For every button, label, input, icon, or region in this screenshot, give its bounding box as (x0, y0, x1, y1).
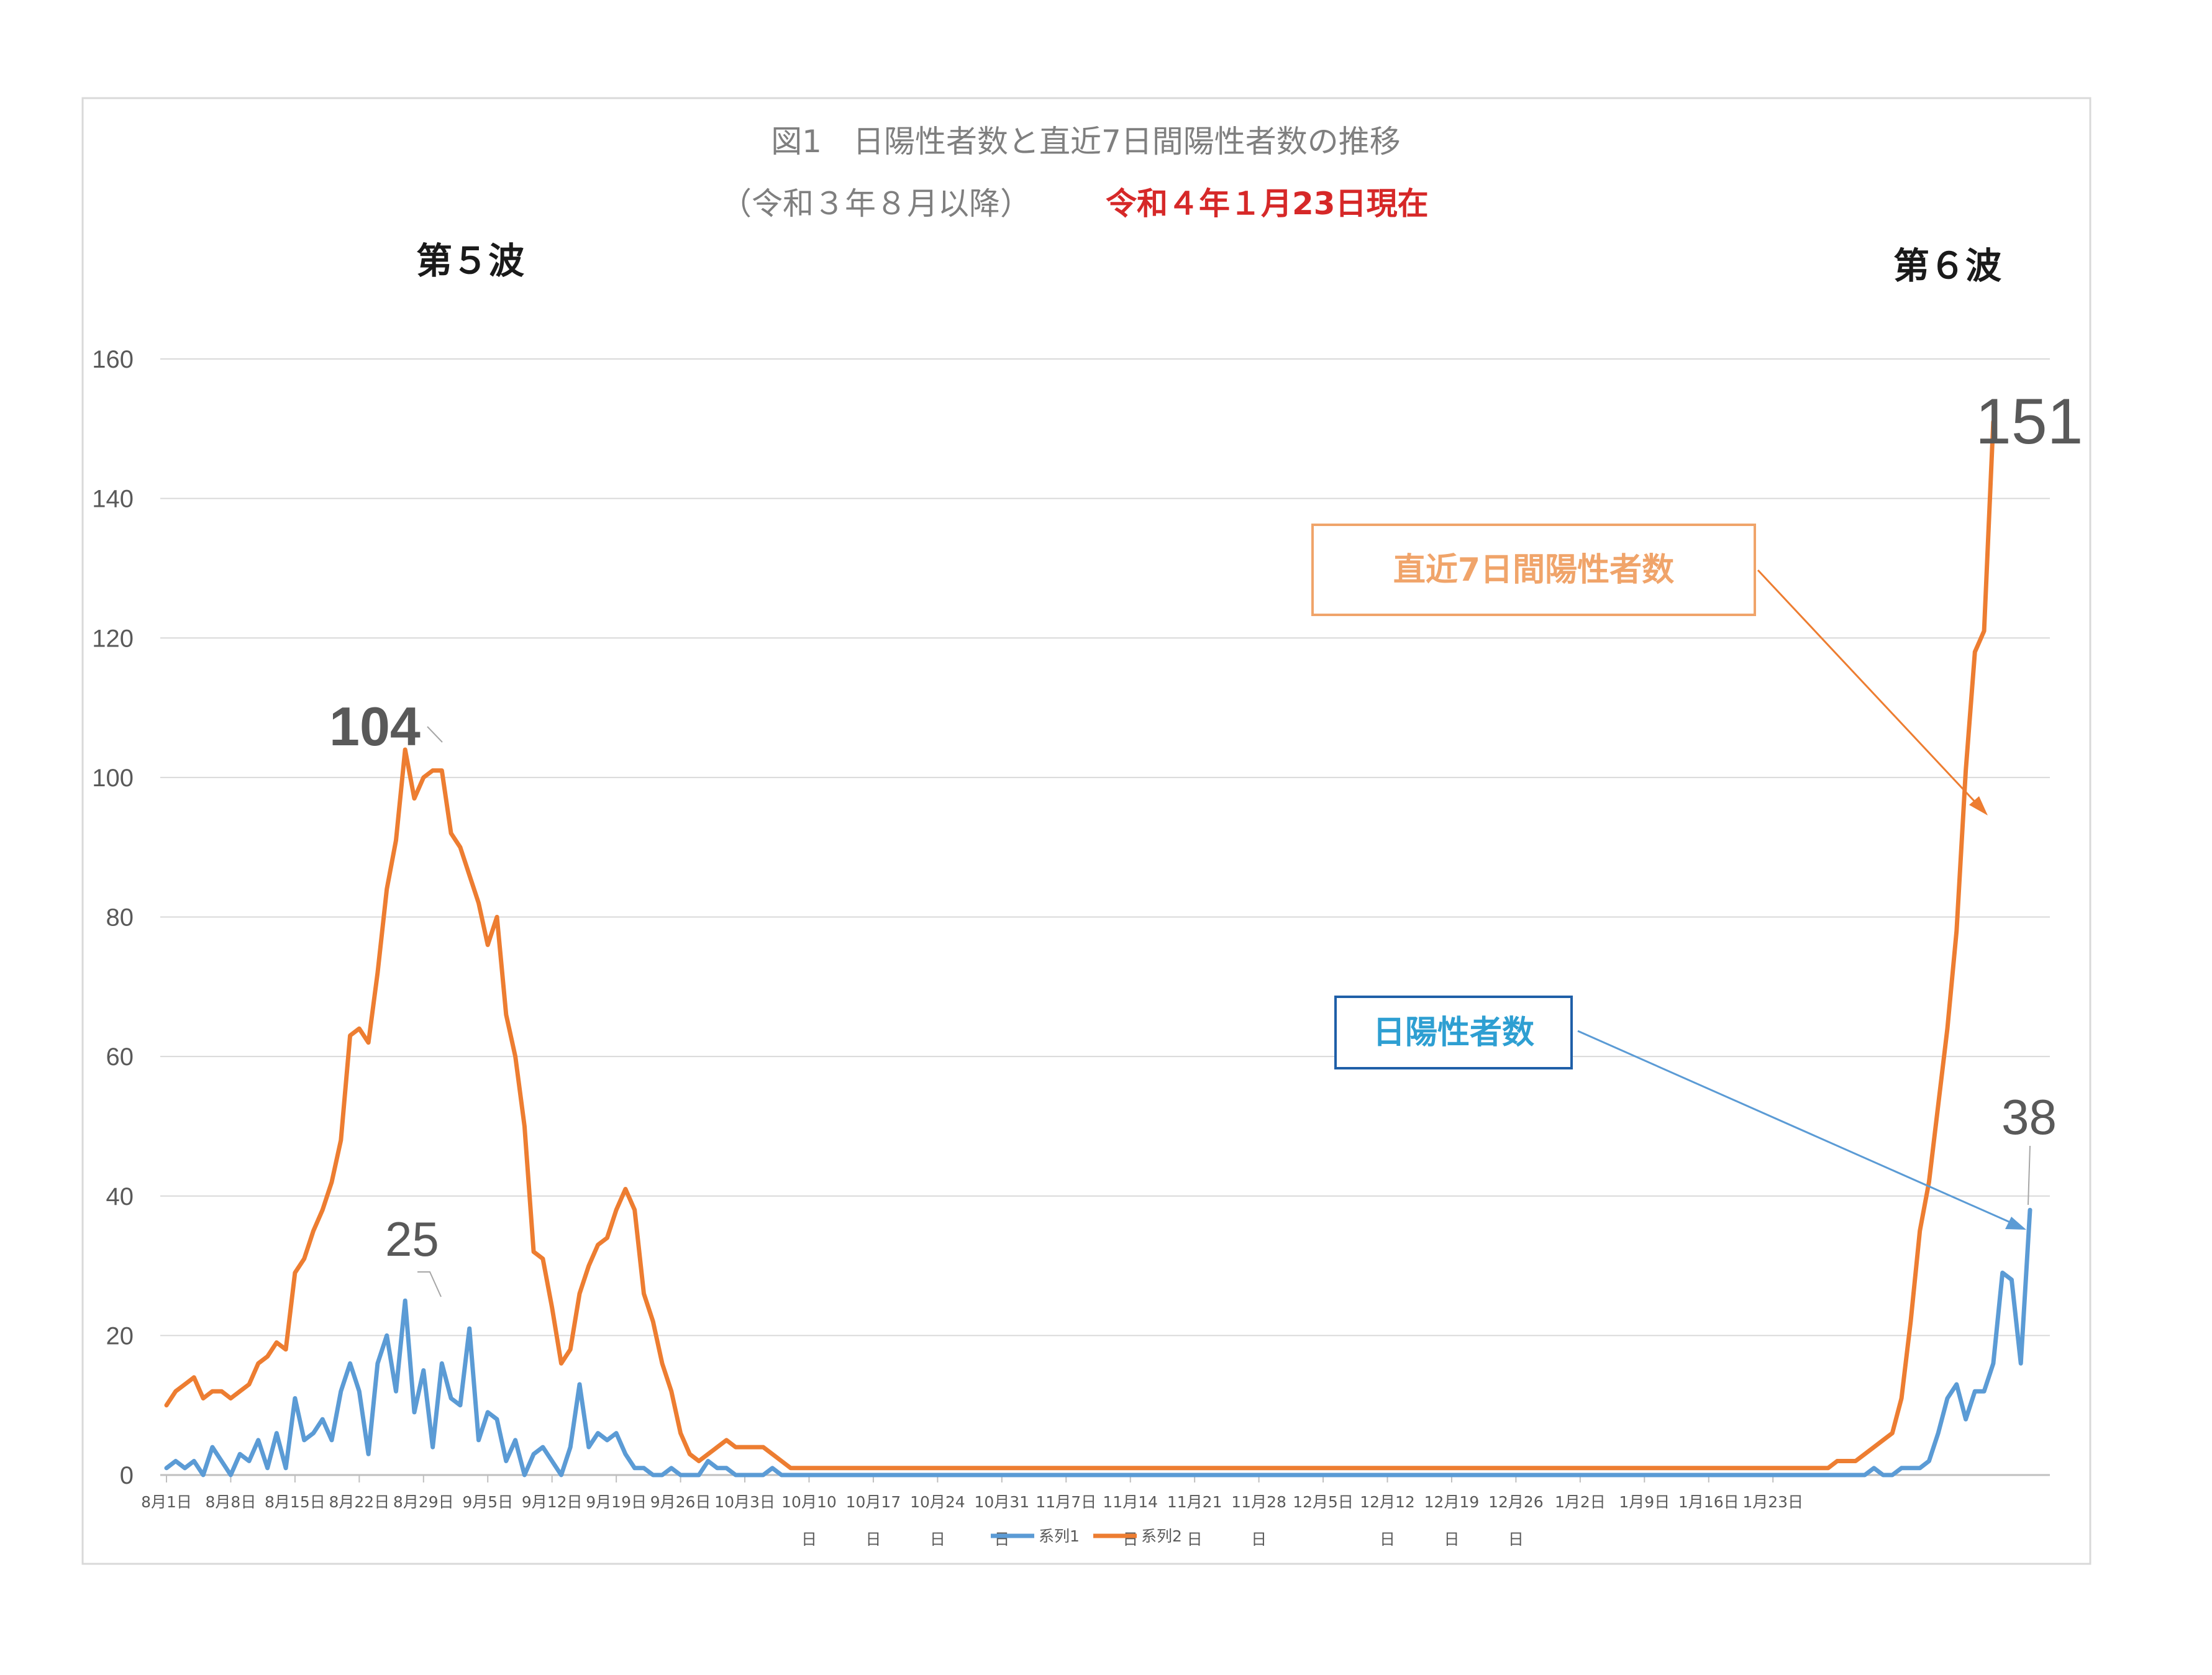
x-tick-label: 1月16日 (1678, 1493, 1739, 1511)
legend-label-2: 系列2 (1141, 1527, 1182, 1545)
chart-title-line1: 図1 日陽性者数と直近7日間陽性者数の推移 (771, 124, 1401, 160)
legend-label-1: 系列1 (1039, 1527, 1080, 1545)
x-tick-label: 9月19日 (586, 1493, 647, 1511)
x-axis-ticks: 8月1日 8月8日 8月15日 8月22日 8月29日 9月5日 9月12日 9月19日 9月2… (141, 1475, 1803, 1548)
callout-box-blue (1334, 996, 1573, 1069)
callout-arrowhead-blue (2005, 1217, 2026, 1230)
x-tick-label-line2: 日 (865, 1530, 881, 1548)
x-tick-label-line2: 日 (1444, 1530, 1459, 1548)
wave-label-5: 第５波 (416, 240, 524, 282)
callout-text-blue: 日陽性者数 (1373, 1014, 1534, 1051)
annotation-last-blue: 38 (2001, 1089, 2057, 1145)
annotation-peak-blue-leader (417, 1271, 442, 1297)
wave-label-6: 第６波 (1893, 245, 2001, 287)
x-tick-label: 8月22日 (329, 1493, 389, 1511)
x-tick-label-line2: 日 (1251, 1530, 1267, 1548)
x-tick-label: 11月21 (1167, 1493, 1222, 1511)
x-tick-label: 10月31 (975, 1493, 1030, 1511)
series-line-1 (164, 1207, 2032, 1478)
y-tick-label: 0 (120, 1462, 134, 1489)
callout-text-orange: 直近7日間陽性者数 (1393, 552, 1674, 589)
x-tick-label-line2: 日 (801, 1530, 817, 1548)
x-tick-label-line2: 日 (930, 1530, 945, 1548)
callout-arrow-orange (1757, 569, 1980, 807)
annotation-peak-blue: 25 (385, 1212, 439, 1266)
x-tick-label: 10月10 (781, 1493, 837, 1511)
x-tick-label: 9月26日 (650, 1493, 711, 1511)
y-tick-label: 80 (106, 904, 134, 932)
x-tick-label-line2: 日 (1508, 1530, 1524, 1548)
x-tick-label: 9月12日 (522, 1493, 583, 1511)
x-tick-label: 12月26 (1488, 1493, 1544, 1511)
callout-arrow-blue (1577, 1030, 2016, 1226)
x-tick-label: 8月8日 (206, 1493, 257, 1511)
x-tick-label-line2: 日 (1122, 1530, 1138, 1548)
y-tick-label: 60 (106, 1043, 134, 1071)
x-tick-label: 11月14 (1103, 1493, 1158, 1511)
chart-title-date: 令和４年１月23日現在 (1106, 186, 1429, 222)
x-tick-label-line2: 日 (1187, 1530, 1203, 1548)
x-tick-label: 12月19 (1424, 1493, 1480, 1511)
annotation-last-orange: 151 (1975, 386, 2083, 458)
x-tick-label-line2: 日 (994, 1530, 1009, 1548)
x-tick-label: 8月1日 (141, 1493, 192, 1511)
annotation-peak-orange-leader (427, 726, 443, 743)
y-tick-label: 160 (92, 346, 134, 373)
x-tick-label: 11月28 (1231, 1493, 1286, 1511)
callout-box-orange (1311, 524, 1756, 616)
x-tick-label: 12月12 (1360, 1493, 1415, 1511)
annotation-peak-orange: 104 (329, 696, 421, 757)
y-tick-label: 120 (92, 625, 134, 652)
callout-arrowhead-orange (1969, 796, 1988, 815)
chart-title-line2: （令和３年８月以降） (721, 186, 1031, 222)
y-tick-label: 100 (92, 765, 134, 792)
chart-frame (81, 97, 2091, 1565)
x-tick-label: 1月2日 (1555, 1493, 1606, 1511)
y-tick-label: 40 (106, 1183, 134, 1210)
y-axis-ticks: 0 20 40 60 80 100 120 140 160 (92, 346, 134, 1489)
x-tick-label-line2: 日 (1380, 1530, 1395, 1548)
annotation-last-blue-leader (2028, 1145, 2031, 1205)
x-tick-label: 8月15日 (265, 1493, 325, 1511)
x-tick-label: 12月5日 (1293, 1493, 1354, 1511)
x-tick-label: 10月24 (910, 1493, 965, 1511)
x-tick-label: 8月29日 (393, 1493, 454, 1511)
x-tick-label: 10月17 (846, 1493, 901, 1511)
x-tick-label: 11月7日 (1035, 1493, 1096, 1511)
x-tick-label: 9月5日 (462, 1493, 513, 1511)
y-tick-label: 20 (106, 1322, 134, 1350)
series-line-2 (164, 419, 1996, 1471)
x-tick-label: 10月3日 (714, 1493, 775, 1511)
x-tick-label: 1月23日 (1742, 1493, 1803, 1511)
x-tick-label: 1月9日 (1619, 1493, 1670, 1511)
y-tick-label: 140 (92, 486, 134, 513)
